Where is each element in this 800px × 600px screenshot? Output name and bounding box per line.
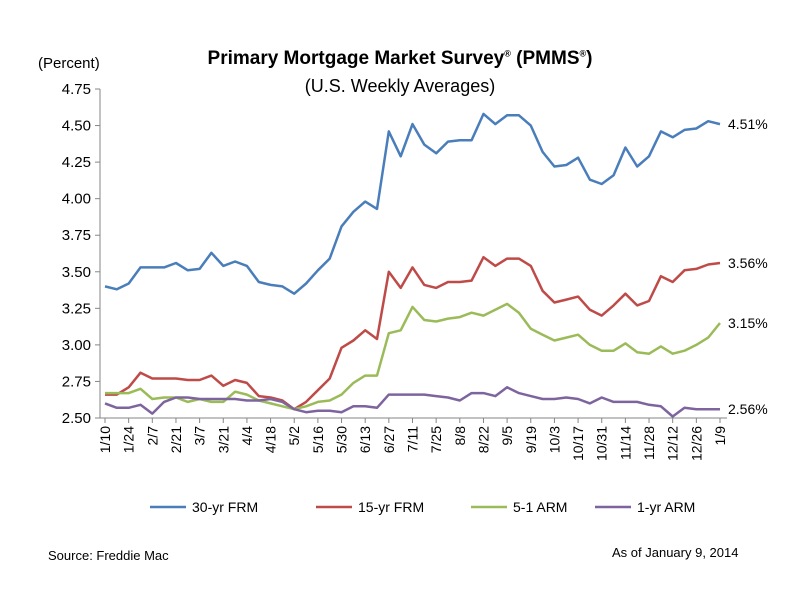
source-note: Source: Freddie Mac — [48, 548, 169, 563]
y-tick-label: 3.75 — [62, 227, 91, 244]
x-tick-label: 5/2 — [286, 426, 302, 446]
x-tick-label: 10/17 — [570, 426, 586, 461]
x-tick-label: 4/4 — [239, 426, 255, 446]
chart-title-text: Primary Mortgage Market Survey — [207, 48, 505, 69]
series-end-label: 3.15% — [728, 315, 768, 331]
x-tick-label: 6/13 — [357, 426, 373, 453]
legend-label: 15-yr FRM — [358, 499, 424, 515]
x-tick-label: 3/21 — [215, 426, 231, 453]
series-end-label: 4.51% — [728, 116, 768, 132]
series-end-label: 2.56% — [728, 401, 768, 417]
x-tick-label: 12/26 — [688, 426, 704, 461]
y-tick-label: 2.75 — [62, 373, 91, 390]
chart-title-close: ) — [586, 48, 593, 69]
y-tick-label: 3.00 — [62, 337, 91, 354]
x-tick-label: 9/19 — [523, 426, 539, 453]
x-tick-label: 10/3 — [546, 426, 562, 453]
x-tick-label: 9/5 — [499, 426, 515, 446]
x-tick-label: 11/14 — [617, 426, 633, 460]
as-of-date: As of January 9, 2014 — [612, 545, 739, 560]
x-tick-label: 5/30 — [334, 426, 350, 453]
x-tick-label: 8/22 — [475, 426, 491, 453]
x-tick-label: 2/21 — [168, 426, 184, 453]
y-tick-labels: 2.50 2.75 3.00 3.25 3.50 3.75 4.00 4.25 4.50 4.75 — [62, 81, 91, 427]
series-line — [105, 255, 721, 411]
y-tick-label: 4.25 — [62, 154, 91, 171]
chart-axes — [95, 88, 727, 423]
registered-mark: ® — [504, 48, 511, 59]
x-tick-label: 1/9 — [712, 426, 728, 446]
series-lines — [104, 112, 721, 418]
legend-label: 5-1 ARM — [513, 499, 567, 515]
x-tick-label: 8/8 — [452, 426, 468, 446]
y-tick-label: 3.25 — [62, 300, 91, 317]
y-tick-label: 2.50 — [62, 410, 91, 427]
x-tick-label: 7/11 — [405, 426, 421, 452]
x-tick-label: 1/24 — [121, 426, 137, 453]
x-tick-labels: 1/10 1/24 2/7 2/21 3/7 3/21 4/4 4/18 5/2 5/16 5/30… — [97, 426, 728, 461]
y-axis-label: (Percent) — [38, 55, 100, 72]
x-tick-label: 2/7 — [144, 426, 160, 446]
legend-label: 30-yr FRM — [192, 499, 258, 515]
x-tick-label: 4/18 — [263, 426, 279, 453]
chart-legend: 30-yr FRM 15-yr FRM 5-1 ARM 1-yr ARM — [150, 499, 695, 515]
x-tick-label: 11/28 — [641, 426, 657, 460]
chart-title-abbrev: (PMMS — [510, 48, 580, 69]
chart-subtitle: (U.S. Weekly Averages) — [304, 76, 496, 96]
y-tick-label: 4.00 — [62, 191, 91, 208]
x-tick-label: 1/10 — [97, 426, 113, 453]
series-end-labels: 4.51% 3.56% 3.15% 2.56% — [728, 116, 768, 417]
x-tick-label: 12/12 — [665, 426, 681, 461]
y-tick-label: 3.50 — [62, 264, 91, 281]
x-tick-label: 6/27 — [381, 426, 397, 453]
registered-mark-2: ® — [579, 48, 587, 59]
x-tick-label: 3/7 — [192, 426, 208, 446]
y-tick-label: 4.75 — [62, 81, 91, 98]
series-end-label: 3.56% — [728, 255, 768, 271]
legend-label: 1-yr ARM — [637, 499, 695, 515]
x-tick-label: 5/16 — [310, 426, 326, 453]
series-line — [105, 302, 721, 411]
x-tick-label: 7/25 — [428, 426, 444, 453]
series-line — [104, 386, 720, 418]
y-tick-label: 4.50 — [62, 118, 91, 135]
series-line — [104, 112, 721, 295]
chart-title: Primary Mortgage Market Survey® (PMMS®) — [0, 48, 800, 70]
x-tick-label: 10/31 — [594, 426, 610, 461]
